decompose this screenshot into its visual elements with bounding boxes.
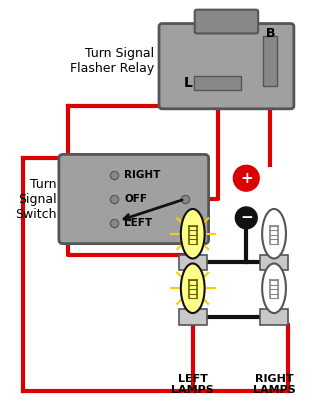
Text: LEFT
LAMPS: LEFT LAMPS (171, 374, 214, 395)
Bar (179, 254, 207, 270)
Text: OFF: OFF (124, 194, 147, 204)
Text: L: L (184, 76, 193, 90)
Circle shape (233, 165, 259, 191)
Text: +: + (240, 171, 253, 186)
Text: RIGHT: RIGHT (124, 170, 161, 180)
Text: LEFT: LEFT (124, 218, 152, 228)
Bar (194, 76, 241, 90)
Text: B: B (266, 27, 276, 40)
Text: −: − (240, 210, 253, 225)
Text: Turn
Signal
Switch: Turn Signal Switch (15, 177, 57, 221)
Text: Turn Signal
Flasher Relay: Turn Signal Flasher Relay (70, 47, 154, 75)
Ellipse shape (181, 263, 205, 313)
Bar (179, 309, 207, 325)
Text: RIGHT
LAMPS: RIGHT LAMPS (253, 374, 295, 395)
Circle shape (235, 207, 257, 229)
Bar (260, 254, 288, 270)
FancyBboxPatch shape (159, 24, 294, 109)
FancyBboxPatch shape (59, 154, 209, 244)
FancyBboxPatch shape (195, 10, 258, 33)
Ellipse shape (181, 209, 205, 258)
Ellipse shape (262, 209, 286, 258)
Bar (263, 37, 277, 86)
Bar (260, 309, 288, 325)
Ellipse shape (262, 263, 286, 313)
